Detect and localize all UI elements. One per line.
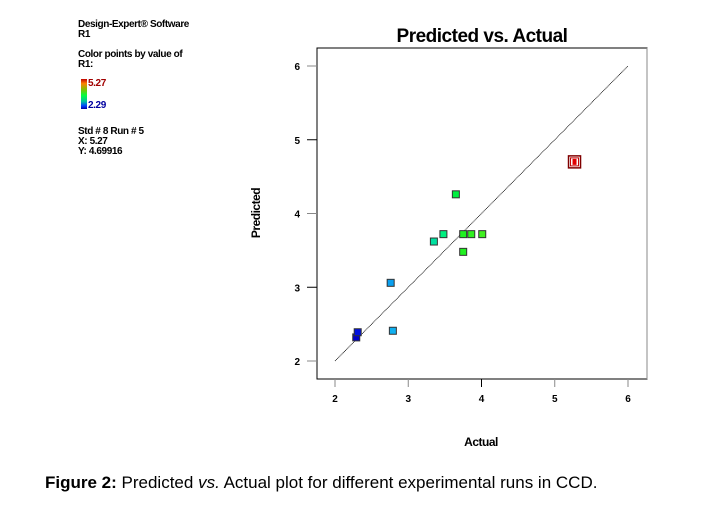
caption-label: Figure 2: (45, 473, 117, 492)
x-tick-label: 3 (405, 394, 411, 405)
legend-low-value: 2.29 (88, 100, 106, 111)
data-point (439, 230, 448, 239)
x-tick-label: 4 (479, 394, 485, 405)
legend-high-value: 5.27 (88, 78, 106, 89)
x-tick-label: 2 (332, 394, 338, 405)
info-panel: Design-Expert® Software R1 Color points … (78, 20, 189, 157)
data-point-fill (572, 158, 577, 165)
selected-x: X: 5.27 (78, 136, 108, 147)
x-tick-label: 6 (625, 394, 631, 405)
y-tick-label: 5 (294, 136, 300, 147)
data-point (467, 230, 476, 239)
reference-line (334, 65, 629, 362)
x-tick-label: 5 (552, 394, 558, 405)
y-tick-label: 3 (294, 283, 300, 294)
data-point (459, 230, 468, 239)
software-label: Design-Expert® Software (78, 19, 189, 30)
chart-title: Predicted vs. Actual (397, 26, 568, 47)
selected-y: Y: 4.69916 (78, 146, 123, 157)
data-point (459, 247, 468, 256)
selected-std-run: Std # 8 Run # 5 (78, 126, 144, 137)
y-tick-label: 6 (294, 62, 300, 73)
color-by-var: R1: (78, 59, 93, 70)
caption-text-before: Predicted (116, 473, 199, 492)
caption-italic: vs. (198, 473, 220, 492)
color-by-label: Color points by value of (78, 49, 183, 60)
data-point (388, 326, 397, 335)
response-label: R1 (78, 29, 90, 40)
selected-point-highlight (567, 155, 582, 169)
color-legend-bar (81, 79, 87, 109)
y-tick-label: 2 (294, 357, 300, 368)
y-axis-label: Predicted (249, 188, 263, 238)
caption-text-after: Actual plot for different experimental r… (219, 473, 598, 492)
data-point (353, 328, 362, 337)
x-axis-label: Actual (464, 435, 498, 449)
figure-caption: Figure 2: Predicted vs. Actual plot for … (45, 473, 597, 493)
y-tick-label: 4 (294, 210, 300, 221)
data-point (429, 237, 438, 246)
data-point (386, 278, 395, 287)
data-point (451, 190, 460, 199)
data-point (478, 230, 487, 239)
